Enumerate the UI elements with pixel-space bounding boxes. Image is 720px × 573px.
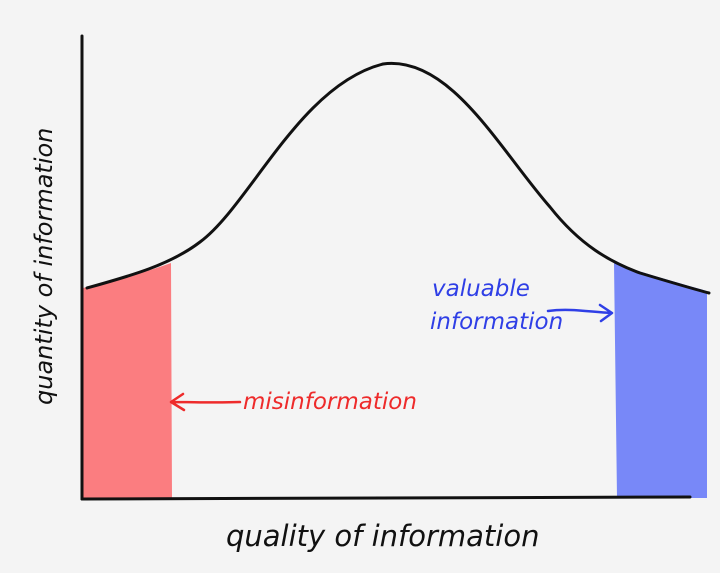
- valuable-information-region: [614, 263, 707, 498]
- misinformation-region: [83, 263, 172, 498]
- valuable-information-arrow: [546, 303, 614, 323]
- valuable-label-line2: information: [430, 309, 563, 335]
- distribution-curve: [85, 61, 711, 295]
- misinformation-arrow: [169, 392, 242, 412]
- x-axis-label: quality of information: [226, 519, 539, 553]
- valuable-label-line1: valuable: [432, 276, 530, 302]
- x-axis-line: [80, 495, 692, 501]
- misinformation-label: misinformation: [243, 389, 417, 415]
- y-axis-label: quantity of information: [30, 128, 58, 405]
